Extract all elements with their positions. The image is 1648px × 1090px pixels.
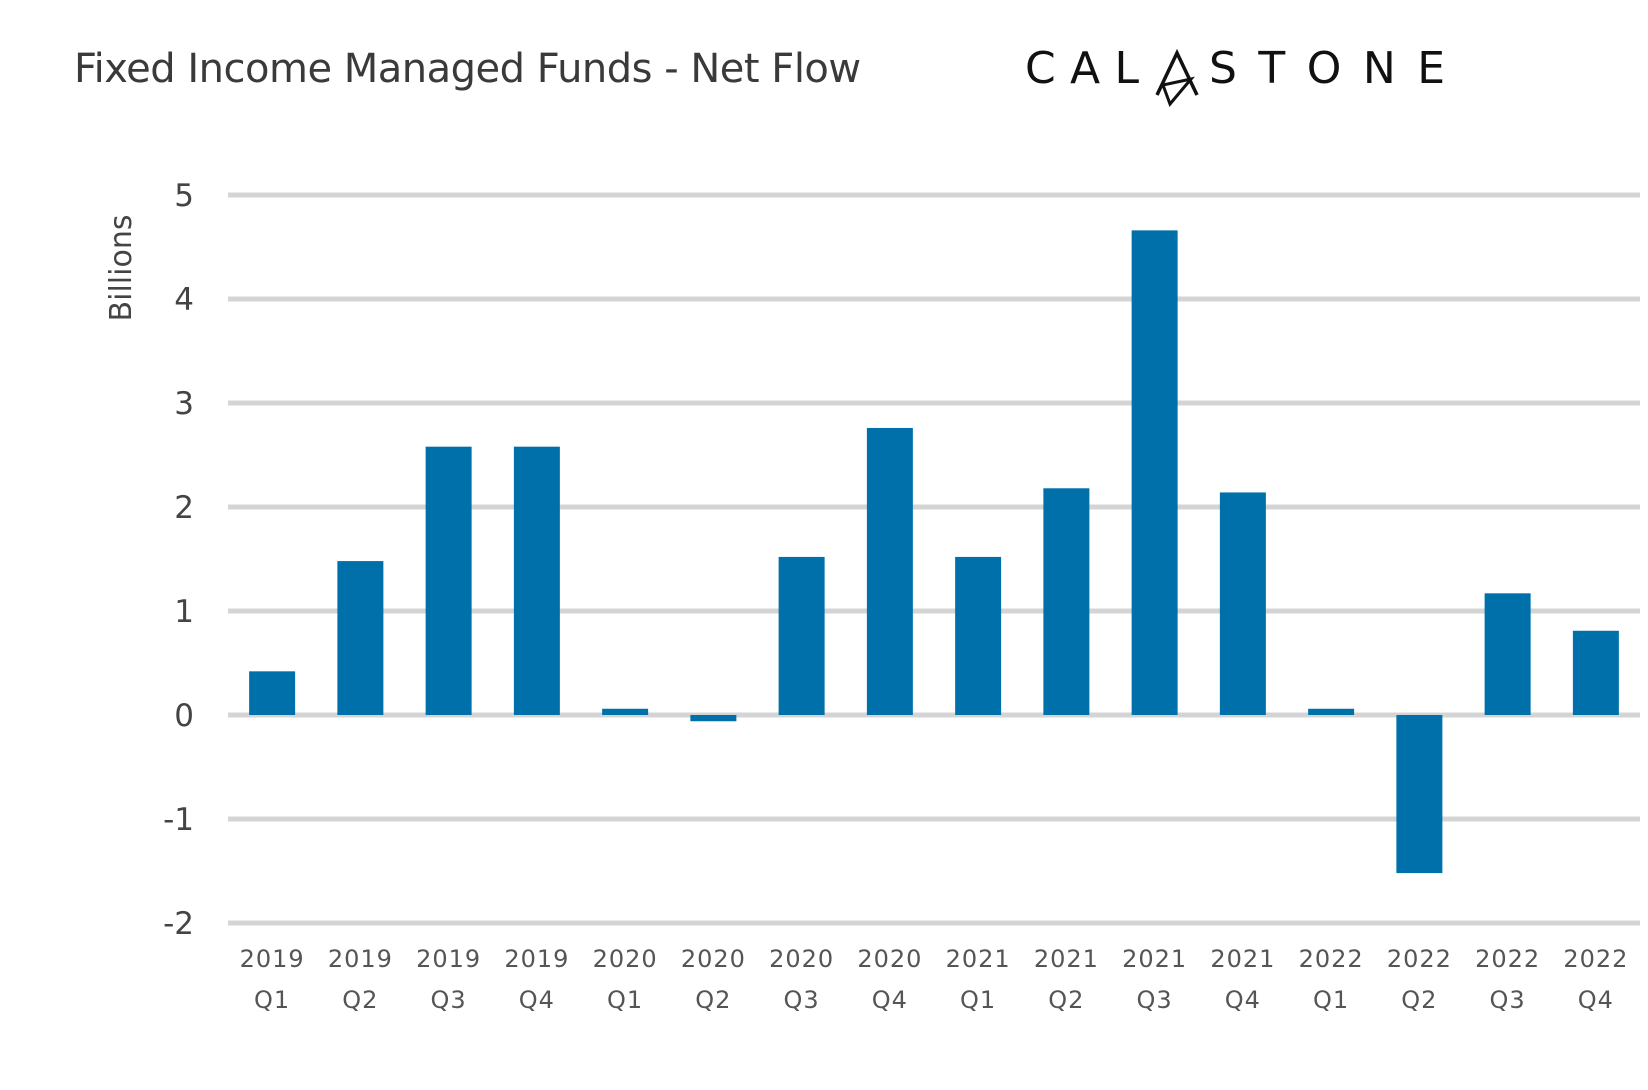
x-tick-year: 2022: [1299, 945, 1364, 973]
x-axis-ticks: 2019 Q1 2019 Q2 2019 Q3 2019 Q4 2020 Q1 2020 Q2 2020…: [240, 945, 1628, 1014]
x-tick-year: 2019: [328, 945, 393, 973]
x-tick-year: 2021: [946, 945, 1011, 973]
bar-2022-q3: [1484, 593, 1531, 715]
gridlines: [228, 192, 1640, 926]
x-tick-year: 2022: [1563, 945, 1628, 973]
x-tick-quarter: Q4: [1225, 986, 1261, 1014]
y-tick-label: 0: [174, 698, 194, 734]
bar-2022-q4: [1572, 630, 1619, 715]
x-tick-quarter: Q2: [342, 986, 378, 1014]
bar-2019-q1: [249, 671, 296, 715]
x-tick-year: 2021: [1122, 945, 1187, 973]
x-tick-year: 2020: [857, 945, 922, 973]
bars: [249, 230, 1619, 874]
bar-2020-q3: [778, 556, 825, 715]
bar-2019-q3: [425, 446, 472, 715]
bar-2020-q2: [690, 715, 737, 722]
x-tick-quarter: Q4: [519, 986, 555, 1014]
x-tick-year: 2019: [240, 945, 305, 973]
x-tick-quarter: Q1: [607, 986, 643, 1014]
x-tick-quarter: Q4: [1578, 986, 1614, 1014]
y-tick-label: 4: [174, 282, 194, 318]
chart-title: Fixed Income Managed Funds - Net Flow: [74, 46, 861, 92]
y-tick-label: 2: [174, 490, 194, 526]
bar-2020-q4: [866, 427, 913, 715]
x-tick-quarter: Q3: [1490, 986, 1526, 1014]
bar-2020-q1: [602, 708, 649, 715]
y-tick-label: -2: [163, 906, 194, 942]
x-tick-year: 2020: [681, 945, 746, 973]
y-tick-label: 5: [174, 178, 194, 214]
x-tick-quarter: Q2: [1048, 986, 1084, 1014]
y-tick-label: 1: [174, 594, 194, 630]
logo-mark-icon: [1155, 48, 1199, 107]
x-tick-quarter: Q2: [1401, 986, 1437, 1014]
bar-2021-q1: [955, 556, 1002, 715]
x-tick-year: 2019: [416, 945, 481, 973]
y-tick-label: -1: [163, 802, 194, 838]
x-tick-year: 2022: [1387, 945, 1452, 973]
bar-2021-q3: [1131, 230, 1178, 716]
x-tick-quarter: Q1: [254, 986, 290, 1014]
x-tick-year: 2021: [1034, 945, 1099, 973]
logo-text-left: CAL: [1025, 43, 1139, 94]
bar-2019-q4: [513, 446, 560, 715]
x-tick-year: 2020: [593, 945, 658, 973]
x-tick-year: 2020: [769, 945, 834, 973]
x-tick-year: 2019: [504, 945, 569, 973]
x-tick-quarter: Q2: [695, 986, 731, 1014]
x-tick-quarter: Q3: [784, 986, 820, 1014]
bar-2019-q2: [337, 561, 384, 715]
bar-2021-q2: [1043, 488, 1090, 715]
x-tick-quarter: Q3: [431, 986, 467, 1014]
y-axis-label: Billions: [104, 215, 139, 322]
x-tick-year: 2022: [1475, 945, 1540, 973]
x-tick-quarter: Q1: [960, 986, 996, 1014]
y-axis-ticks: 5 4 3 2 1 0 -1 -2: [163, 178, 194, 942]
x-tick-quarter: Q4: [872, 986, 908, 1014]
x-tick-quarter: Q3: [1137, 986, 1173, 1014]
bar-2021-q4: [1219, 492, 1266, 715]
calastone-logo: CAL STONE: [1025, 43, 1445, 107]
y-tick-label: 3: [174, 386, 194, 422]
x-tick-quarter: Q1: [1313, 986, 1349, 1014]
x-tick-year: 2021: [1210, 945, 1275, 973]
bar-2022-q1: [1308, 708, 1355, 715]
bar-2022-q2: [1396, 715, 1443, 874]
